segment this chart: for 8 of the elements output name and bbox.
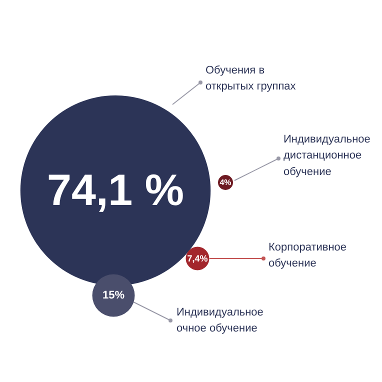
data-label: 7,4%	[187, 254, 208, 264]
category-label: Корпоративное обучение	[268, 242, 347, 270]
data-label: 15%	[102, 290, 125, 302]
data-label: 4%	[220, 178, 232, 187]
data-label: 74,1 %	[47, 166, 184, 215]
category-label: Обучения в открытых группах	[206, 64, 296, 93]
category-label: Индивидуальное очное обучение	[176, 306, 264, 335]
category-label: Индивидуальное дистанционное обучение	[284, 134, 370, 178]
